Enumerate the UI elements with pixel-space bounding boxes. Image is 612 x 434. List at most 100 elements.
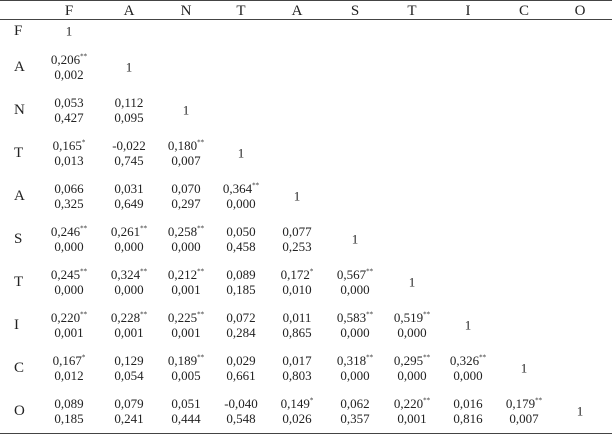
coefficient-value: 0,089: [226, 267, 256, 282]
coefficient-value: 0,089: [54, 396, 84, 411]
correlation-coefficient: 0,050: [226, 224, 255, 239]
significance-marker: **: [197, 267, 205, 276]
correlation-cell: -0,022 0,745: [112, 138, 146, 168]
correlation-cell: 0,246** 0,000: [51, 224, 87, 254]
correlation-cell: 0,072 0,284: [226, 310, 255, 340]
coefficient-value: -0,040: [224, 396, 258, 411]
correlation-coefficient: 0,225**: [168, 310, 204, 325]
significance-marker: **: [479, 353, 487, 362]
significance-marker: **: [140, 224, 148, 233]
correlation-coefficient: 0,326**: [450, 353, 486, 368]
column-header: A: [291, 3, 303, 19]
correlation-coefficient: 0,062: [340, 396, 369, 411]
row-label: A: [14, 59, 25, 75]
p-value: 0,297: [171, 196, 201, 211]
p-value: 0,548: [226, 411, 256, 426]
correlation-cell: 0,112 0,095: [114, 95, 143, 125]
p-value: 0,001: [171, 282, 201, 297]
correlation-cell: 0,228** 0,001: [111, 310, 147, 340]
row-label: T: [14, 145, 24, 161]
correlation-cell: 0,179** 0,007: [506, 396, 542, 426]
coefficient-value: 0,031: [114, 181, 144, 196]
correlation-coefficient: 0,295**: [394, 353, 430, 368]
coefficient-value: 0,112: [114, 95, 144, 110]
correlation-coefficient: 0,077: [282, 224, 311, 239]
significance-marker: *: [81, 353, 86, 362]
correlation-cell: 0,212** 0,001: [168, 267, 204, 297]
p-value: 0,000: [226, 196, 256, 211]
p-value: 0,000: [54, 282, 84, 297]
correlation-coefficient: 0,149*: [281, 396, 314, 411]
correlation-coefficient: 0,206**: [51, 52, 87, 67]
coefficient-value: 0,062: [340, 396, 370, 411]
correlation-coefficient: 0,017: [282, 353, 311, 368]
coefficient-value: 0,051: [171, 396, 201, 411]
correlation-coefficient: 0,167*: [53, 353, 86, 368]
correlation-cell: 0,318** 0,000: [337, 353, 373, 383]
correlation-cell: 0,077 0,253: [282, 224, 311, 254]
coefficient-value: 0,206: [50, 52, 81, 67]
correlation-cell: 0,053 0,427: [54, 95, 83, 125]
correlation-coefficient: 0,172*: [281, 267, 314, 282]
significance-marker: *: [309, 267, 314, 276]
correlation-cell: 0,220** 0,001: [394, 396, 430, 426]
correlation-coefficient: -0,022: [112, 138, 146, 153]
correlation-cell: 0,031 0,649: [114, 181, 143, 211]
p-value: 0,649: [114, 196, 144, 211]
p-value: 0,185: [54, 411, 84, 426]
p-value: 0,000: [340, 325, 370, 340]
coefficient-value: 0,070: [171, 181, 201, 196]
diagonal-value: 1: [520, 360, 528, 376]
correlation-cell: 0,011 0,865: [282, 310, 311, 340]
significance-marker: **: [197, 310, 205, 319]
row-label: A: [14, 188, 25, 204]
correlation-coefficient: 0,089: [226, 267, 255, 282]
significance-marker: **: [366, 353, 374, 362]
correlation-cell: 0,149* 0,026: [281, 396, 314, 426]
p-value: 0,012: [54, 368, 84, 383]
row-label: N: [14, 102, 25, 118]
correlation-coefficient: 0,011: [282, 310, 312, 325]
correlation-coefficient: 0,567**: [337, 267, 373, 282]
coefficient-value: 0,519: [393, 310, 424, 325]
correlation-coefficient: 0,246**: [51, 224, 87, 239]
p-value: 0,444: [171, 411, 201, 426]
diagonal-value: 1: [464, 317, 472, 333]
p-value: 0,095: [114, 110, 144, 125]
correlation-cell: 0,324** 0,000: [111, 267, 147, 297]
p-value: 0,013: [54, 153, 84, 168]
coefficient-value: 0,017: [282, 353, 312, 368]
correlation-cell: 0,029 0,661: [226, 353, 255, 383]
p-value: 0,000: [340, 282, 370, 297]
p-value: 0,010: [282, 282, 312, 297]
correlation-coefficient: 0,070: [171, 181, 200, 196]
p-value: 0,241: [114, 411, 144, 426]
correlation-cell: 0,070 0,297: [171, 181, 200, 211]
coefficient-value: 0,016: [453, 396, 483, 411]
column-header: T: [236, 3, 246, 19]
correlation-coefficient: 0,220**: [394, 396, 430, 411]
row-label: I: [14, 317, 19, 333]
correlation-coefficient: 0,228**: [111, 310, 147, 325]
significance-marker: **: [366, 310, 374, 319]
correlation-cell: 0,206** 0,002: [51, 52, 87, 82]
coefficient-value: 0,324: [110, 267, 141, 282]
p-value: 0,005: [171, 368, 201, 383]
p-value: 0,001: [397, 411, 427, 426]
p-value: 0,000: [340, 368, 370, 383]
correlation-cell: 0,129 0,054: [114, 353, 143, 383]
coefficient-value: 0,129: [114, 353, 144, 368]
coefficient-value: 0,077: [282, 224, 312, 239]
significance-marker: **: [140, 310, 148, 319]
correlation-coefficient: 0,318**: [337, 353, 373, 368]
correlation-coefficient: 0,072: [226, 310, 255, 325]
coefficient-value: 0,261: [110, 224, 141, 239]
coefficient-value: 0,053: [54, 95, 84, 110]
significance-marker: **: [80, 52, 88, 61]
significance-marker: **: [140, 267, 148, 276]
p-value: 0,000: [397, 325, 427, 340]
diagonal-value: 1: [351, 231, 359, 247]
correlation-cell: 0,245** 0,000: [51, 267, 87, 297]
correlation-coefficient: 0,324**: [111, 267, 147, 282]
coefficient-value: 0,149: [280, 396, 310, 411]
